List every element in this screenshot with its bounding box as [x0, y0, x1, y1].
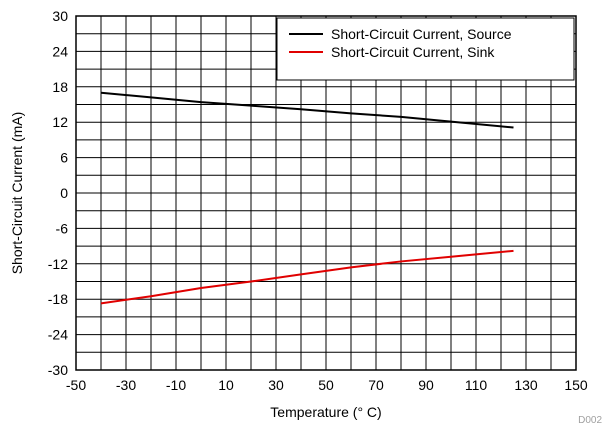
legend-label-source: Short-Circuit Current, Source	[331, 26, 512, 42]
y-tick-label: 6	[60, 150, 68, 166]
y-tick-label: 30	[52, 8, 68, 24]
y-axis-ticks: 30 24 18 12 6 0 -6 -12 -18 -24 -30	[48, 8, 68, 378]
x-tick-label: 10	[218, 377, 234, 393]
legend: Short-Circuit Current, Source Short-Circ…	[276, 17, 575, 81]
y-tick-label: -24	[48, 327, 68, 343]
x-tick-label: 70	[368, 377, 384, 393]
x-tick-label: 110	[465, 377, 488, 393]
y-tick-label: -6	[56, 220, 69, 236]
x-tick-label: 30	[268, 377, 284, 393]
x-tick-label: -50	[66, 377, 86, 393]
series-lines	[100, 91, 514, 305]
x-tick-label: 50	[318, 377, 334, 393]
x-tick-label: -30	[116, 377, 136, 393]
x-axis-label: Temperature (° C)	[270, 404, 381, 420]
y-tick-label: 12	[52, 114, 68, 130]
x-tick-label: 90	[418, 377, 434, 393]
y-tick-label: -12	[48, 256, 68, 272]
x-tick-label: 130	[514, 377, 538, 393]
x-axis-ticks: -50 -30 -10 10 30 50 70 90 110 130 150	[66, 377, 588, 393]
plot-frame	[75, 15, 577, 371]
y-tick-label: 24	[52, 43, 68, 59]
y-axis-label: Short-Circuit Current (mA)	[9, 112, 25, 275]
y-tick-label: 18	[52, 79, 68, 95]
y-tick-label: -30	[48, 362, 68, 378]
y-tick-label: -18	[48, 291, 68, 307]
series-line-sink	[100, 249, 514, 305]
legend-label-sink: Short-Circuit Current, Sink	[331, 44, 495, 60]
y-tick-label: 0	[60, 185, 68, 201]
x-tick-label: 150	[564, 377, 588, 393]
figure-id-watermark: D002	[578, 415, 602, 425]
legend-box	[276, 17, 575, 81]
series-line-source	[100, 91, 514, 129]
x-tick-label: -10	[166, 377, 186, 393]
